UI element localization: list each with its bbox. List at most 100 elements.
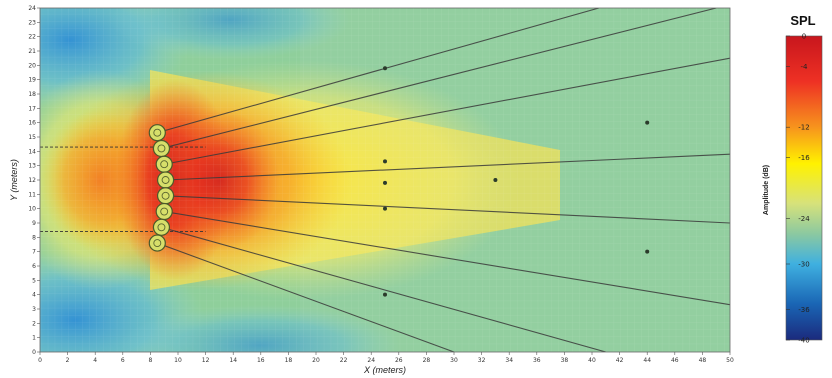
x-tick-label: 30 (450, 357, 458, 364)
y-tick-label: 2 (32, 320, 36, 327)
x-tick-label: 42 (616, 357, 624, 364)
y-tick-label: 18 (28, 91, 36, 98)
colorbar-tick-label: -4 (801, 63, 809, 71)
beam-line (161, 8, 717, 149)
colorbar-label: Amplitude (dB) (763, 165, 770, 215)
x-axis-ticks: 0 2 4 6 8 10 12 14 16 18 20 22 24 26 28 30 32 34 36 38 40 42 4… (38, 352, 734, 364)
y-axis-label: Y (meters) (9, 159, 19, 201)
x-tick-label: 6 (121, 357, 125, 364)
y-tick-label: 12 (28, 177, 36, 184)
colorbar-tick-label: -30 (798, 261, 809, 269)
x-tick-label: 18 (285, 357, 293, 364)
y-tick-label: 16 (28, 120, 36, 127)
beam-line (164, 210, 730, 306)
x-tick-label: 28 (423, 357, 431, 364)
y-tick-label: 22 (28, 34, 36, 41)
beam-line (164, 57, 730, 165)
speaker-source (155, 155, 173, 173)
x-tick-label: 12 (202, 357, 210, 364)
colorbar-tick-label: -24 (798, 215, 810, 223)
measurement-marker (383, 206, 387, 211)
measurement-marker (383, 159, 387, 164)
colorbar-tick-label: -40 (798, 337, 809, 345)
y-tick-label: 21 (28, 48, 36, 55)
beam-line (165, 195, 730, 224)
x-tick-label: 2 (66, 357, 70, 364)
y-tick-label: 19 (28, 77, 36, 84)
speaker-source (155, 202, 173, 221)
y-tick-label: 5 (32, 277, 36, 284)
y-tick-label: 24 (28, 5, 36, 12)
speaker-source (152, 139, 171, 158)
speaker-source-core (153, 239, 162, 248)
speaker-source-core (160, 207, 169, 216)
colorbar-tick-label: 0 (802, 33, 806, 41)
x-tick-label: 32 (478, 357, 486, 364)
y-tick-label: 4 (32, 292, 36, 299)
speaker-source-core (161, 191, 170, 200)
y-tick-label: 20 (28, 62, 36, 69)
x-tick-label: 24 (367, 357, 375, 364)
y-tick-label: 0 (32, 349, 36, 356)
x-tick-label: 22 (340, 357, 348, 364)
speaker-source (156, 171, 175, 189)
speaker-source-core (157, 223, 166, 232)
beam-line (157, 242, 455, 352)
x-tick-label: 48 (699, 357, 707, 364)
y-tick-label: 11 (28, 191, 36, 198)
colorbar-tick-label: -36 (798, 306, 810, 314)
y-tick-label: 6 (32, 263, 36, 270)
y-tick-label: 1 (32, 335, 36, 342)
x-tick-label: 36 (533, 357, 541, 364)
y-tick-label: 8 (32, 234, 36, 241)
x-tick-label: 0 (38, 357, 42, 364)
grid-overlay (40, 8, 730, 352)
x-tick-label: 10 (174, 357, 182, 364)
x-axis-label: X (meters) (363, 365, 406, 375)
colorbar-tick-label: -16 (798, 154, 810, 162)
x-tick-label: 46 (671, 357, 679, 364)
speaker-source (152, 218, 171, 236)
speaker-source (148, 124, 166, 142)
y-tick-label: 23 (28, 19, 36, 26)
measurement-marker (645, 249, 650, 254)
beam-lines (157, 8, 730, 352)
speaker-source (156, 187, 175, 205)
y-tick-label: 3 (32, 306, 36, 313)
speaker-sources (148, 124, 175, 252)
colorbar-title: SPL (790, 13, 815, 28)
y-tick-label: 13 (28, 163, 36, 170)
x-tick-label: 14 (229, 357, 237, 364)
x-tick-label: 44 (643, 357, 651, 364)
x-tick-label: 16 (257, 357, 265, 364)
beam-line (161, 226, 606, 352)
speaker-source-core (157, 144, 166, 153)
y-tick-label: 17 (28, 105, 36, 112)
y-tick-label: 15 (28, 134, 36, 141)
speaker-source-core (160, 160, 169, 169)
x-tick-label: 50 (726, 357, 734, 364)
x-tick-label: 40 (588, 357, 596, 364)
measurement-marker (383, 66, 387, 71)
y-tick-label: 9 (32, 220, 36, 227)
colorbar-ticks: 0 -4 -12 -16 -24 -30 -36 -40 (786, 33, 810, 345)
heatmap-plot-area (40, 8, 730, 352)
measurement-marker (493, 178, 498, 182)
measurement-marker (645, 120, 650, 125)
speaker-source (148, 234, 166, 252)
measurement-markers (383, 66, 650, 297)
x-tick-label: 8 (148, 357, 152, 364)
speaker-source-core (153, 128, 162, 137)
beam-line (165, 153, 730, 181)
speaker-source-core (161, 176, 170, 184)
y-tick-label: 14 (28, 148, 36, 155)
y-tick-label: 7 (32, 249, 36, 256)
colorbar: SPL 0 -4 -12 -16 -24 -30 -36 -40 Amplitude (dB) (763, 13, 823, 345)
colorbar-tick-label: -12 (798, 124, 809, 132)
measurement-marker (383, 292, 387, 297)
y-tick-label: 10 (28, 206, 36, 213)
x-tick-label: 38 (561, 357, 569, 364)
x-tick-label: 26 (395, 357, 403, 364)
